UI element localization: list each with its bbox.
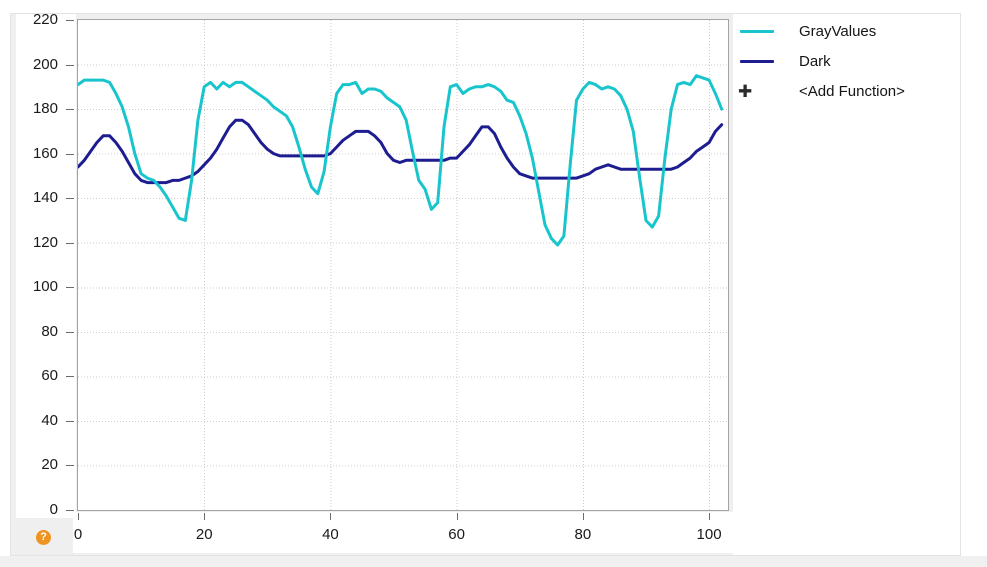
x-tick xyxy=(78,513,79,520)
legend-item-add-function[interactable]: ✚ <Add Function> xyxy=(733,76,960,106)
y-tick-label: 60 xyxy=(41,367,58,385)
y-tick-label: 80 xyxy=(41,322,58,340)
y-tick-label: 40 xyxy=(41,411,58,429)
y-tick xyxy=(66,287,74,289)
x-tick xyxy=(204,513,206,520)
legend-line-swatch xyxy=(740,59,774,63)
y-tick-label: 200 xyxy=(32,55,58,73)
legend-item-grayvalues[interactable]: GrayValues xyxy=(733,16,960,46)
legend-panel: GrayValues Dark ✚ <Add Function> xyxy=(733,14,960,555)
y-tick-label: 100 xyxy=(32,278,58,296)
y-tick-label: 120 xyxy=(32,233,58,251)
y-tick-label: 180 xyxy=(32,100,58,118)
x-tick xyxy=(330,513,332,520)
y-tick xyxy=(66,20,74,21)
x-tick-label: 80 xyxy=(574,526,592,543)
plot-area xyxy=(77,19,729,511)
x-tick-label: 60 xyxy=(448,526,465,543)
y-tick-label: 20 xyxy=(41,456,58,474)
y-tick-label: 140 xyxy=(32,189,58,207)
help-icon[interactable]: ? xyxy=(36,530,51,545)
legend-items: GrayValues Dark ✚ <Add Function> xyxy=(733,14,960,106)
legend-swatch-box xyxy=(737,29,799,33)
x-tick xyxy=(456,513,458,520)
y-tick xyxy=(66,510,74,511)
y-tick xyxy=(66,376,74,378)
legend-line-swatch xyxy=(740,29,774,33)
legend-item-label: GrayValues xyxy=(799,22,877,40)
x-tick-label: 100 xyxy=(696,526,722,543)
y-tick xyxy=(66,242,74,244)
series-line-grayvalues xyxy=(78,74,724,247)
plot-canvas xyxy=(78,20,728,510)
y-tick-label: 160 xyxy=(32,144,58,162)
y-tick xyxy=(66,465,74,467)
legend-item-label: Dark xyxy=(799,52,831,70)
y-tick xyxy=(66,109,74,111)
legend-item-label: <Add Function> xyxy=(799,82,905,100)
x-tick-label: 20 xyxy=(195,526,213,543)
y-tick-label: 220 xyxy=(32,11,58,28)
x-tick xyxy=(709,513,711,520)
y-tick xyxy=(66,420,74,422)
legend-swatch-box xyxy=(737,59,799,63)
legend-item-dark[interactable]: Dark xyxy=(733,46,960,76)
add-function-icon: ✚ xyxy=(738,81,753,101)
y-tick-label: 0 xyxy=(49,501,58,518)
x-tick-label: 0 xyxy=(73,526,83,543)
series-line-dark xyxy=(78,118,724,185)
legend-swatch-box: ✚ xyxy=(737,83,799,100)
x-tick-label: 40 xyxy=(322,526,339,543)
y-tick xyxy=(66,198,74,200)
window-bottom-edge xyxy=(0,556,987,567)
y-tick xyxy=(66,64,74,66)
x-axis-strip xyxy=(73,512,733,553)
x-tick xyxy=(582,513,584,520)
y-tick xyxy=(66,331,74,333)
y-axis-strip xyxy=(16,14,76,518)
y-tick xyxy=(66,153,74,155)
